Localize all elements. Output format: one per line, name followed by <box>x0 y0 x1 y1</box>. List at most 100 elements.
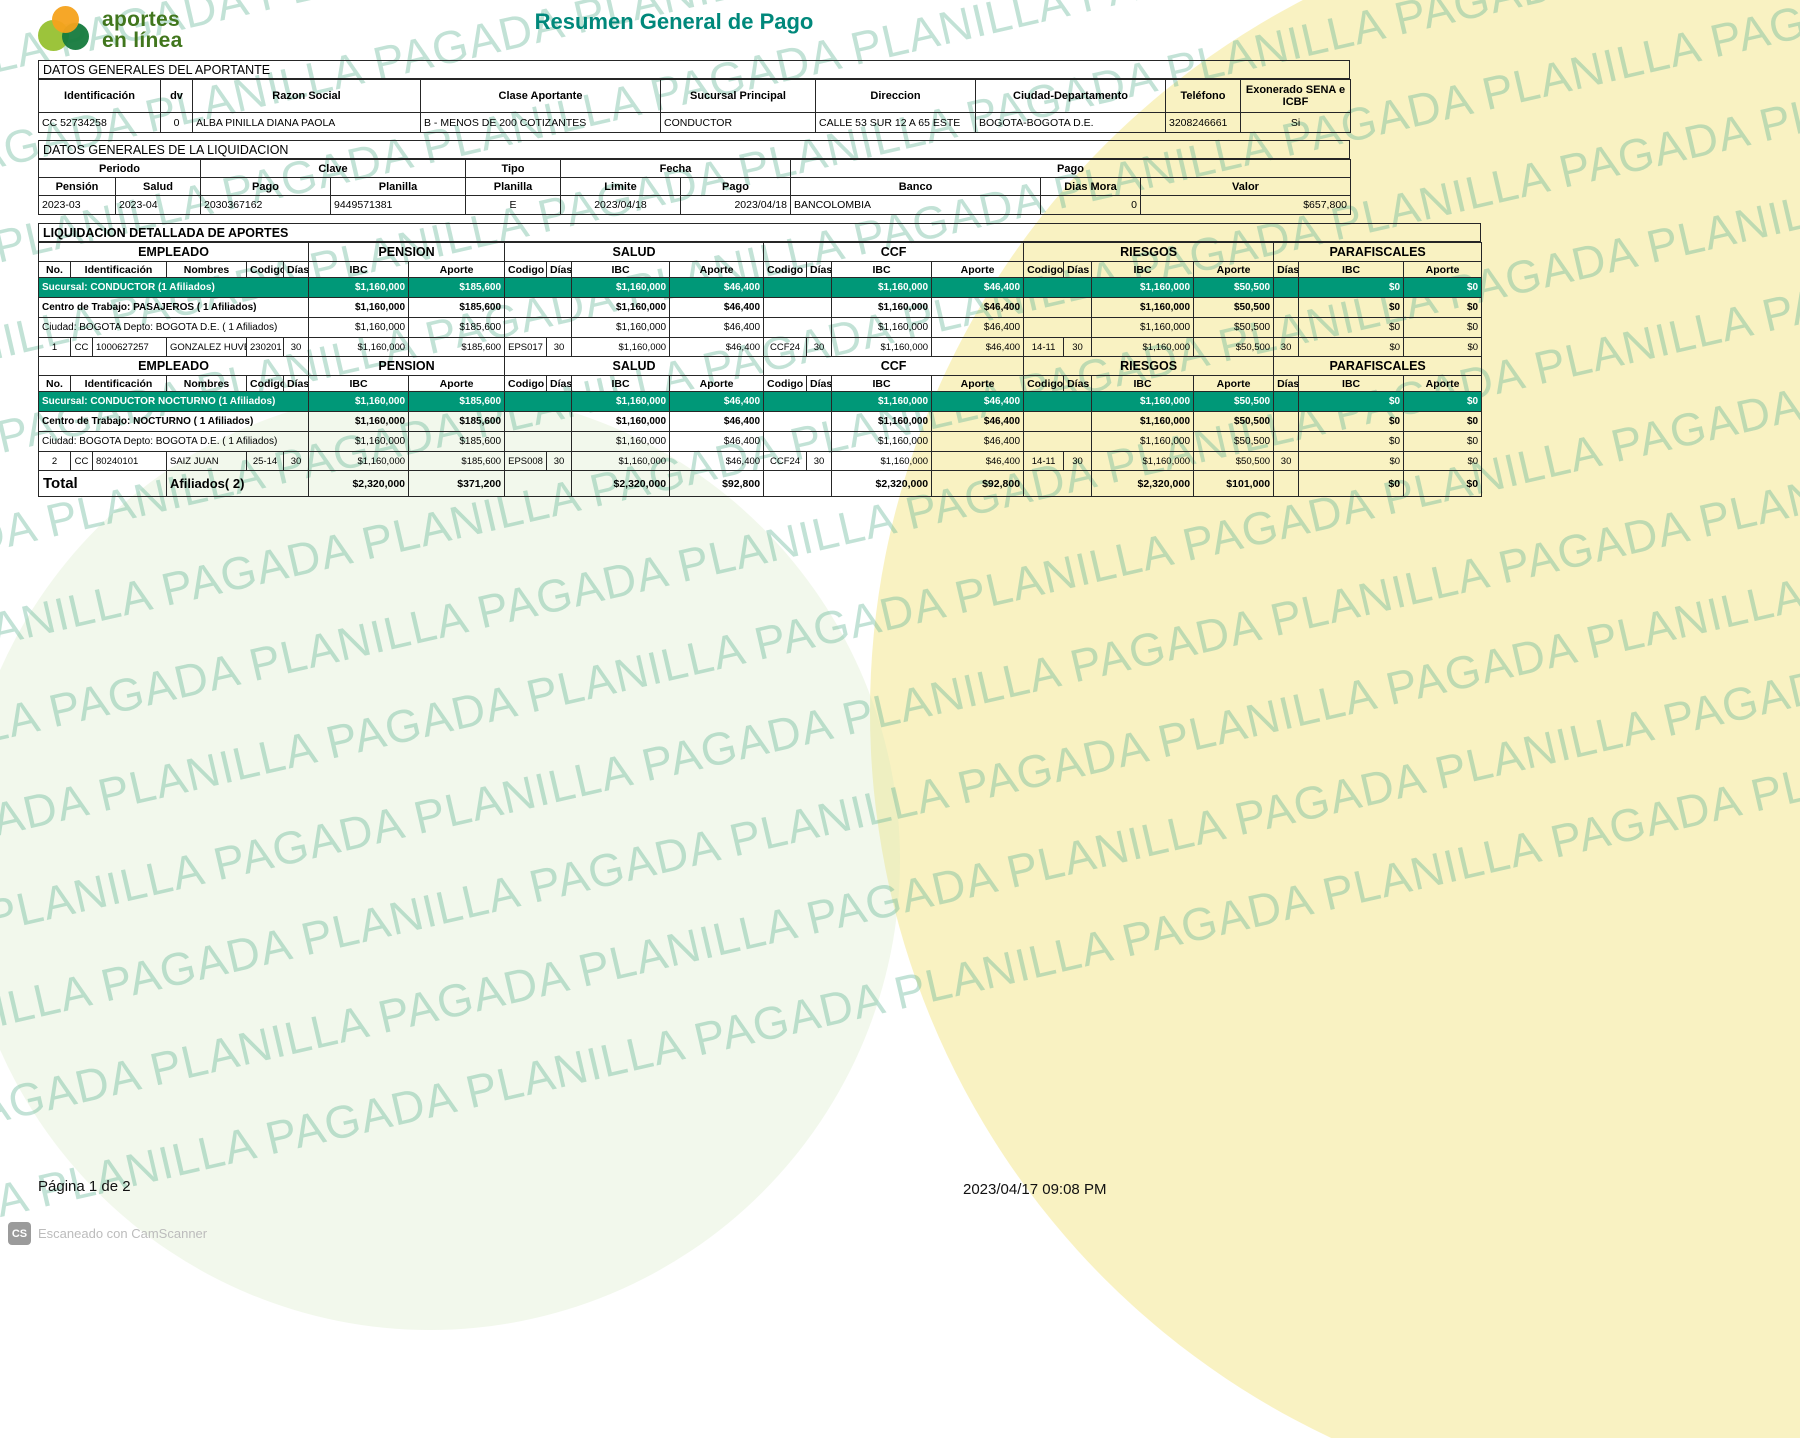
ibc-cell: $1,160,000 <box>831 391 933 412</box>
col-codigo: Codigo <box>246 261 284 278</box>
group-ccf: CCF <box>763 242 1025 262</box>
col-identificacion: Identificación <box>38 79 161 113</box>
aporte-cell: $46,400 <box>669 317 765 338</box>
periodo-salud-value: 2023-04 <box>115 195 201 215</box>
ibc-cell: $2,320,000 <box>571 470 671 497</box>
aportante-data-row: CC 52734258 0 ALBA PINILLA DIANA PAOLA B… <box>38 112 1351 133</box>
group-pension: PENSION <box>308 242 506 262</box>
ibc-cell: $1,160,000 <box>571 317 671 338</box>
empty-cell <box>1273 317 1300 338</box>
col-paraf-dias: Días <box>1273 375 1300 392</box>
col-dias: Días <box>282 261 310 278</box>
col-dv: dv <box>160 79 193 113</box>
aporte-cell: $185,600 <box>408 391 506 412</box>
empty-cell <box>504 277 573 298</box>
group-fecha: Fecha <box>560 159 791 178</box>
centro-label: Centro de Trabajo: PASAJEROS ( 1 Afiliad… <box>37 297 310 318</box>
ibc-cell: $2,320,000 <box>831 470 933 497</box>
empty-cell <box>1023 431 1093 452</box>
empty-cell <box>504 411 573 432</box>
empty-cell <box>504 297 573 318</box>
aporte-cell: $0 <box>1403 337 1483 357</box>
ibc-cell: $1,160,000 <box>308 337 410 357</box>
logo-circle-orange <box>52 6 79 33</box>
col-identificacion: Identificación <box>70 261 167 278</box>
detalle-group-row: EMPLEADO PENSION SALUD CCF RIESGOS PARAF… <box>37 356 1483 376</box>
razon-social-value: ALBA PINILLA DIANA PAOLA <box>192 112 421 133</box>
ibc-cell: $1,160,000 <box>308 431 410 452</box>
empty-cell <box>763 277 833 298</box>
aporte-cell: $185,600 <box>408 317 506 338</box>
liquidacion-section-title: DATOS GENERALES DE LA LIQUIDACION <box>38 140 1350 159</box>
identificacion-cell: 1000627257 <box>92 337 167 357</box>
col-nombres: Nombres <box>166 375 247 392</box>
codigo-cell: 14-11 <box>1023 337 1065 357</box>
document-content: aportes en línea Resumen General de Pago… <box>37 6 1488 497</box>
col-salud-ibc: IBC <box>571 261 671 278</box>
ciudad-label: Ciudad: BOGOTA Depto: BOGOTA D.E. ( 1 Af… <box>37 431 310 452</box>
tipo-planilla-value: E <box>465 195 561 215</box>
centro-trabajo-row: Centro de Trabajo: PASAJEROS ( 1 Afiliad… <box>37 297 1483 318</box>
ibc-cell: $1,160,000 <box>571 297 671 318</box>
aporte-cell: $50,500 <box>1193 317 1275 338</box>
col-periodo-pension: Pensión <box>38 177 116 196</box>
ciudad-row: Ciudad: BOGOTA Depto: BOGOTA D.E. ( 1 Af… <box>37 317 1483 338</box>
ibc-cell: $1,160,000 <box>571 451 671 471</box>
sucursal-label: Sucursal: CONDUCTOR NOCTURNO (1 Afiliado… <box>37 391 310 412</box>
aporte-cell: $50,500 <box>1193 451 1275 471</box>
codigo-cell: CCF24 <box>763 451 808 471</box>
col-no: No. <box>38 375 71 392</box>
camscanner-badge: CS Escaneado con CamScanner <box>8 1222 207 1245</box>
ibc-cell: $1,160,000 <box>831 451 933 471</box>
group-parafiscales: PARAFISCALES <box>1273 356 1483 376</box>
group-salud: SALUD <box>504 356 765 376</box>
ibc-cell: $1,160,000 <box>571 431 671 452</box>
clave-pago-value: 2030367162 <box>200 195 331 215</box>
col-salud-dias: Días <box>546 375 573 392</box>
aporte-cell: $185,600 <box>408 411 506 432</box>
aporte-cell: $46,400 <box>931 317 1025 338</box>
nombres-cell: SAIZ JUAN <box>166 451 247 471</box>
ciudad-departamento-value: BOGOTA-BOGOTA D.E. <box>975 112 1166 133</box>
ibc-cell: $1,160,000 <box>1091 297 1195 318</box>
aportante-section-title: DATOS GENERALES DEL APORTANTE <box>38 60 1350 79</box>
group-riesgos: RIESGOS <box>1023 242 1275 262</box>
aporte-cell: $50,500 <box>1193 297 1275 318</box>
col-riesgos-aporte: Aporte <box>1193 261 1275 278</box>
col-clase-aportante: Clase Aportante <box>420 79 661 113</box>
aporte-cell: $46,400 <box>931 297 1025 318</box>
col-ccf-ibc: IBC <box>831 375 933 392</box>
aportante-header-row: Identificación dv Razon Social Clase Apo… <box>38 79 1351 113</box>
col-dias: Días <box>282 375 310 392</box>
aporte-cell: $371,200 <box>408 470 506 497</box>
group-clave: Clave <box>200 159 466 178</box>
empty-cell <box>1273 431 1300 452</box>
identificacion-value: CC 52734258 <box>38 112 161 133</box>
dias-cell: 30 <box>1063 337 1093 357</box>
liquidacion-data-row: 2023-03 2023-04 2030367162 9449571381 E … <box>38 195 1351 215</box>
aporte-cell: $185,600 <box>408 297 506 318</box>
aporte-cell: $185,600 <box>408 431 506 452</box>
ibc-cell: $0 <box>1298 411 1405 432</box>
col-ccf-dias: Días <box>806 261 833 278</box>
aporte-cell: $0 <box>1403 411 1483 432</box>
dias-cell: 30 <box>282 337 310 357</box>
ibc-cell: $0 <box>1298 297 1405 318</box>
liquidacion-subheader-row: Pensión Salud Pago Planilla Planilla Lim… <box>38 177 1351 196</box>
tipo-id-cell: CC <box>70 451 93 471</box>
identificacion-cell: 80240101 <box>92 451 167 471</box>
ibc-cell: $0 <box>1298 391 1405 412</box>
aporte-cell: $0 <box>1403 451 1483 471</box>
aporte-cell: $185,600 <box>408 277 506 298</box>
group-pago: Pago <box>790 159 1351 178</box>
col-fecha-pago: Pago <box>680 177 791 196</box>
aporte-cell: $0 <box>1403 297 1483 318</box>
camscanner-icon: CS <box>8 1222 31 1245</box>
dias-cell: 30 <box>806 451 833 471</box>
dias-cell: 30 <box>282 451 310 471</box>
col-fecha-limite: Limite <box>560 177 681 196</box>
aportes-en-linea-logo: aportes en línea <box>38 6 183 54</box>
camscanner-label: Escaneado con CamScanner <box>38 1226 208 1241</box>
col-salud-aporte: Aporte <box>669 261 765 278</box>
